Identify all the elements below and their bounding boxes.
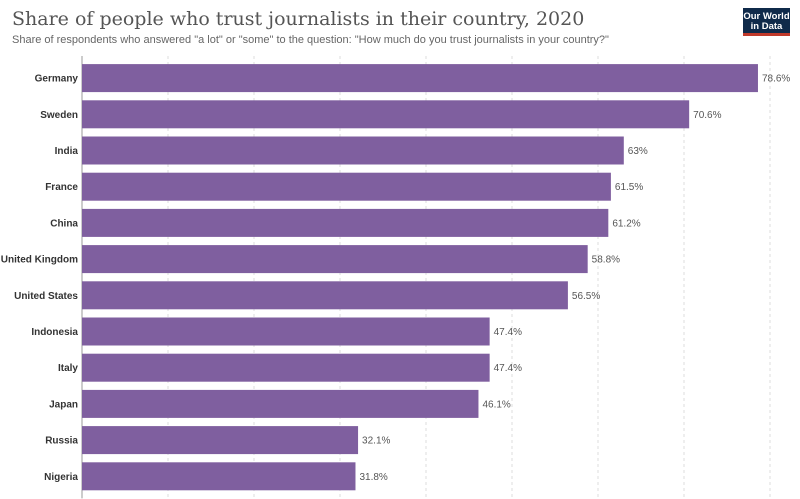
value-label: 63% (628, 146, 648, 157)
bar[interactable] (82, 317, 490, 346)
chart-subtitle: Share of respondents who answered "a lot… (12, 34, 609, 46)
logo-line-2: in Data (750, 21, 783, 32)
value-label: 46.1% (482, 399, 510, 410)
bar[interactable] (82, 245, 588, 274)
bar[interactable] (82, 462, 356, 491)
value-label: 70.6% (693, 110, 721, 121)
category-label: Russia (45, 436, 78, 447)
category-label: Sweden (40, 110, 78, 121)
logo-line-1: Our World (743, 11, 790, 22)
bar[interactable] (82, 353, 490, 382)
category-label: Japan (49, 399, 78, 410)
chart-title: Share of people who trust journalists in… (12, 8, 585, 30)
bar[interactable] (82, 100, 690, 129)
bar[interactable] (82, 426, 359, 455)
category-label: Nigeria (44, 472, 78, 483)
category-label: China (50, 218, 78, 229)
owid-logo[interactable]: Our World in Data (743, 8, 790, 36)
bar[interactable] (82, 281, 568, 310)
value-label: 32.1% (362, 436, 390, 447)
category-label: United States (14, 291, 78, 302)
value-label: 58.8% (592, 255, 620, 266)
value-label: 31.8% (359, 472, 387, 483)
bar[interactable] (82, 136, 624, 165)
value-label: 47.4% (494, 363, 522, 374)
bar[interactable] (82, 172, 611, 201)
category-label: Germany (35, 74, 79, 85)
category-label: United Kingdom (1, 255, 78, 266)
value-label: 56.5% (572, 291, 600, 302)
value-label: 61.5% (615, 182, 643, 193)
bar[interactable] (82, 64, 758, 93)
bar[interactable] (82, 208, 609, 237)
category-label: Italy (58, 363, 78, 374)
value-label: 78.6% (762, 74, 790, 85)
value-label: 61.2% (612, 218, 640, 229)
category-label: France (45, 182, 78, 193)
category-label: India (55, 146, 79, 157)
bar[interactable] (82, 389, 479, 418)
category-label: Indonesia (31, 327, 78, 338)
value-label: 47.4% (494, 327, 522, 338)
